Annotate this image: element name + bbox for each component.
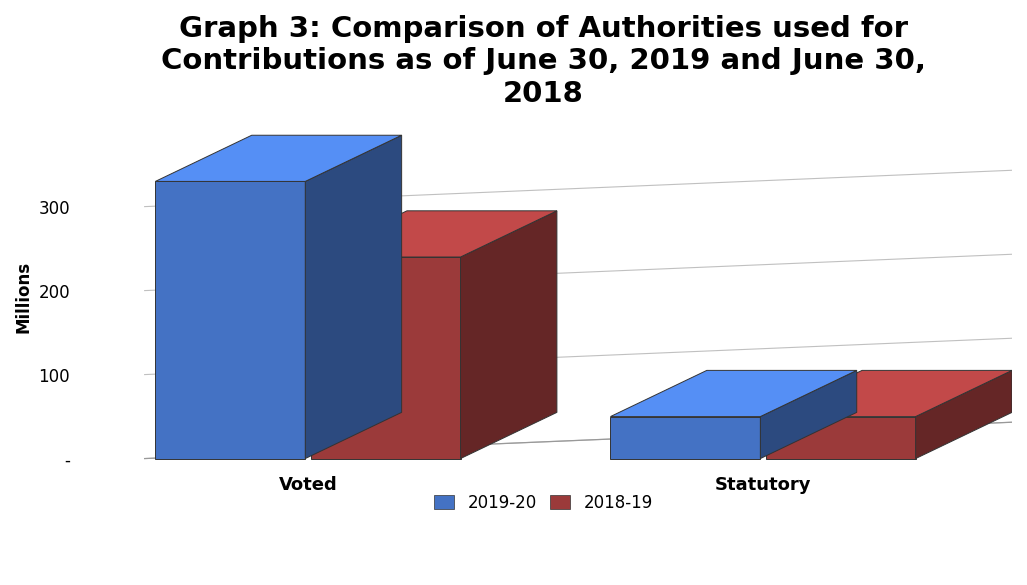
Polygon shape <box>310 257 460 459</box>
Polygon shape <box>760 370 857 459</box>
Polygon shape <box>305 135 402 459</box>
Legend: 2019-20, 2018-19: 2019-20, 2018-19 <box>427 487 659 518</box>
Polygon shape <box>155 135 402 181</box>
Title: Graph 3: Comparison of Authorities used for
Contributions as of June 30, 2019 an: Graph 3: Comparison of Authorities used … <box>161 15 926 108</box>
Y-axis label: Millions: Millions <box>15 261 33 333</box>
Polygon shape <box>610 417 760 459</box>
Polygon shape <box>766 370 1012 417</box>
Polygon shape <box>916 370 1012 459</box>
Polygon shape <box>460 211 557 459</box>
Polygon shape <box>310 211 557 257</box>
Polygon shape <box>155 181 305 459</box>
Polygon shape <box>766 417 916 459</box>
Polygon shape <box>610 370 857 417</box>
